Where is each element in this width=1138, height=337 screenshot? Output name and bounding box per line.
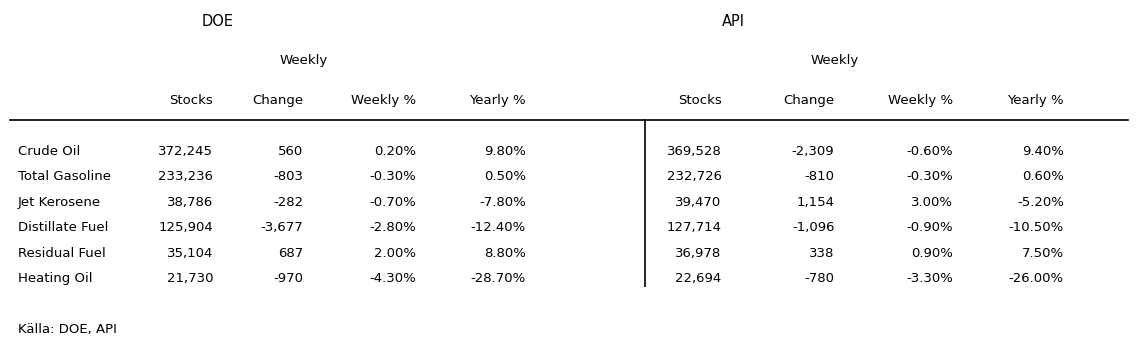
Text: 9.80%: 9.80% [484, 145, 526, 158]
Text: 372,245: 372,245 [158, 145, 213, 158]
Text: Weekly %: Weekly % [352, 94, 417, 107]
Text: Distillate Fuel: Distillate Fuel [18, 221, 108, 235]
Text: Weekly: Weekly [810, 54, 858, 67]
Text: 232,726: 232,726 [667, 171, 721, 183]
Text: 36,978: 36,978 [675, 247, 721, 260]
Text: -0.30%: -0.30% [906, 171, 954, 183]
Text: 35,104: 35,104 [167, 247, 213, 260]
Text: -0.60%: -0.60% [907, 145, 954, 158]
Text: -970: -970 [273, 272, 304, 285]
Text: 0.20%: 0.20% [374, 145, 417, 158]
Text: -3,677: -3,677 [261, 221, 304, 235]
Text: Crude Oil: Crude Oil [18, 145, 80, 158]
Text: -810: -810 [805, 171, 834, 183]
Text: Källa: DOE, API: Källa: DOE, API [18, 324, 116, 336]
Text: 369,528: 369,528 [667, 145, 721, 158]
Text: Residual Fuel: Residual Fuel [18, 247, 106, 260]
Text: 21,730: 21,730 [166, 272, 213, 285]
Text: -282: -282 [273, 196, 304, 209]
Text: 338: 338 [809, 247, 834, 260]
Text: Stocks: Stocks [170, 94, 213, 107]
Text: -2.80%: -2.80% [370, 221, 417, 235]
Text: -7.80%: -7.80% [479, 196, 526, 209]
Text: 38,786: 38,786 [167, 196, 213, 209]
Text: 0.50%: 0.50% [484, 171, 526, 183]
Text: Yearly %: Yearly % [470, 94, 526, 107]
Text: 2.00%: 2.00% [374, 247, 417, 260]
Text: 125,904: 125,904 [158, 221, 213, 235]
Text: 22,694: 22,694 [675, 272, 721, 285]
Text: -0.70%: -0.70% [370, 196, 417, 209]
Text: Total Gasoline: Total Gasoline [18, 171, 110, 183]
Text: 233,236: 233,236 [158, 171, 213, 183]
Text: 127,714: 127,714 [667, 221, 721, 235]
Text: -0.30%: -0.30% [370, 171, 417, 183]
Text: -4.30%: -4.30% [370, 272, 417, 285]
Text: 0.90%: 0.90% [912, 247, 954, 260]
Text: 8.80%: 8.80% [484, 247, 526, 260]
Text: Yearly %: Yearly % [1007, 94, 1064, 107]
Text: -10.50%: -10.50% [1008, 221, 1064, 235]
Text: -780: -780 [805, 272, 834, 285]
Text: -26.00%: -26.00% [1008, 272, 1064, 285]
Text: Stocks: Stocks [678, 94, 721, 107]
Text: 687: 687 [279, 247, 304, 260]
Text: -5.20%: -5.20% [1017, 196, 1064, 209]
Text: 7.50%: 7.50% [1022, 247, 1064, 260]
Text: 560: 560 [279, 145, 304, 158]
Text: Weekly %: Weekly % [888, 94, 954, 107]
Text: Change: Change [783, 94, 834, 107]
Text: 39,470: 39,470 [675, 196, 721, 209]
Text: Heating Oil: Heating Oil [18, 272, 92, 285]
Text: -28.70%: -28.70% [471, 272, 526, 285]
Text: -3.30%: -3.30% [906, 272, 954, 285]
Text: Change: Change [253, 94, 304, 107]
Text: -1,096: -1,096 [792, 221, 834, 235]
Text: Weekly: Weekly [280, 54, 328, 67]
Text: DOE: DOE [201, 14, 233, 29]
Text: -803: -803 [273, 171, 304, 183]
Text: 9.40%: 9.40% [1022, 145, 1064, 158]
Text: 0.60%: 0.60% [1022, 171, 1064, 183]
Text: -0.90%: -0.90% [907, 221, 954, 235]
Text: -12.40%: -12.40% [471, 221, 526, 235]
Text: 1,154: 1,154 [797, 196, 834, 209]
Text: 3.00%: 3.00% [912, 196, 954, 209]
Text: Jet Kerosene: Jet Kerosene [18, 196, 101, 209]
Text: API: API [721, 14, 744, 29]
Text: -2,309: -2,309 [792, 145, 834, 158]
